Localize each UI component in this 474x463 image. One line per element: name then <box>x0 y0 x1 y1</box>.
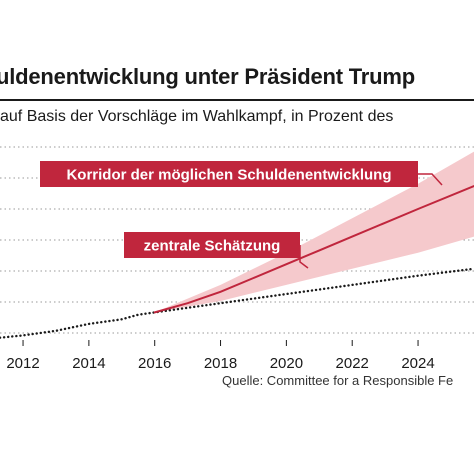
central-estimate-annotation-box <box>124 232 300 258</box>
corridor-area <box>154 151 474 313</box>
corridor-annotation-pointer <box>418 173 443 186</box>
corridor-annotation-label: Korridor der möglichen Schuldenentwicklu… <box>66 167 391 184</box>
x-tick-label-2014: 2014 <box>72 355 105 372</box>
chart-title: uldenentwicklung unter Präsident Trump <box>0 64 416 89</box>
x-tick-label-2016: 2016 <box>138 355 171 372</box>
x-tick-label-2024: 2024 <box>401 355 434 372</box>
corridor-annotation-box <box>40 161 418 187</box>
historical-debt-line <box>0 267 474 339</box>
source-note: Quelle: Committee for a Responsible Fe <box>222 373 454 388</box>
x-tick-label-2018: 2018 <box>204 355 237 372</box>
x-tick-label-2020: 2020 <box>270 355 303 372</box>
x-axis-ticks: 2012 2014 2016 2018 2020 2022 2024 <box>6 340 435 372</box>
annotations: Korridor der möglichen Schuldenentwicklu… <box>40 161 443 269</box>
x-tick-label-2022: 2022 <box>336 355 369 372</box>
corridor-band <box>154 151 474 313</box>
central-estimate-line <box>153 185 474 314</box>
series-group <box>0 185 474 339</box>
title-divider <box>0 99 474 101</box>
chart-subtitle: auf Basis der Vorschläge im Wahlkampf, i… <box>0 108 394 125</box>
x-tick-label-2012: 2012 <box>6 355 39 372</box>
central-estimate-annotation-label: zentrale Schätzung <box>144 238 281 255</box>
